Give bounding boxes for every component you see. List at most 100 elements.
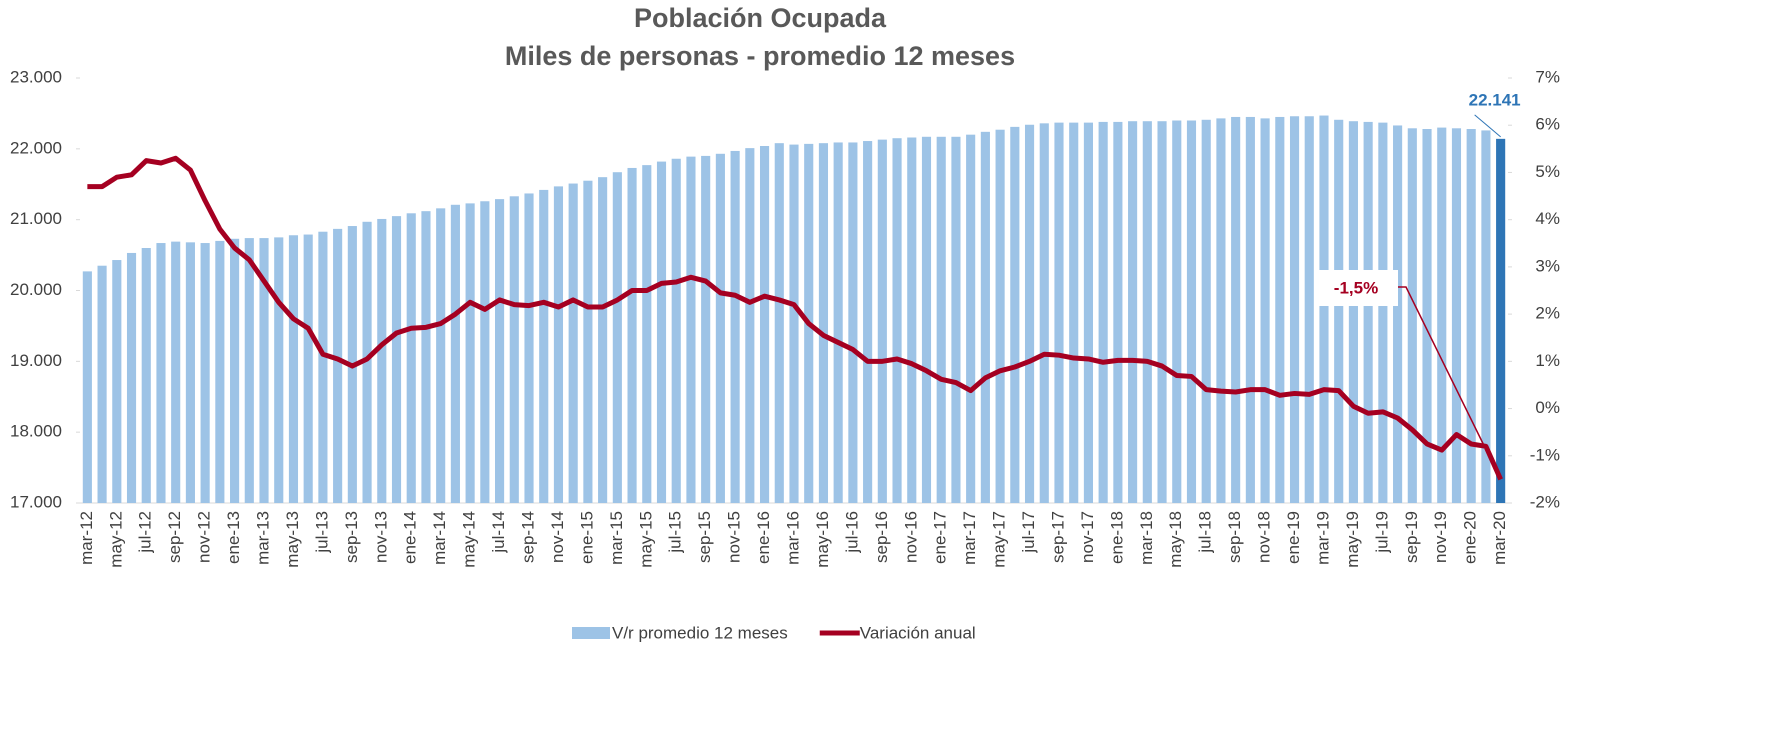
bar — [1451, 128, 1462, 503]
bar — [82, 271, 92, 503]
bar — [171, 241, 181, 503]
bar — [1039, 123, 1049, 503]
x-tick-label: nov-13 — [371, 511, 390, 563]
bar — [818, 143, 829, 503]
x-tick-label: sep-15 — [695, 511, 714, 563]
chart-title: Población Ocupada — [634, 3, 887, 33]
bar — [921, 136, 932, 503]
bar — [936, 136, 946, 503]
x-tick-label: may-13 — [283, 511, 302, 568]
bar — [656, 161, 667, 504]
bar — [627, 167, 637, 504]
y2-tick-label: 2% — [1535, 304, 1560, 323]
bar — [1407, 128, 1417, 503]
bar — [1393, 125, 1403, 503]
bar — [259, 238, 269, 504]
x-tick-label: may-12 — [106, 511, 125, 568]
x-tick-label: sep-12 — [165, 511, 184, 563]
bar — [1245, 116, 1255, 503]
x-tick-label: sep-13 — [342, 511, 361, 563]
bar — [1231, 116, 1241, 503]
x-tick-label: ene-19 — [1284, 511, 1303, 564]
x-tick-label: sep-18 — [1225, 511, 1244, 563]
bar — [671, 158, 681, 503]
bar — [1363, 121, 1373, 504]
y-tick-label: 22.000 — [10, 138, 62, 157]
bar — [377, 218, 387, 504]
y-tick-label: 20.000 — [10, 280, 62, 299]
bar — [1378, 122, 1388, 503]
bar — [318, 231, 328, 504]
legend-swatch — [572, 627, 610, 639]
y2-tick-label: -2% — [1530, 492, 1560, 511]
x-tick-label: ene-16 — [754, 511, 773, 564]
bar — [1260, 118, 1270, 503]
bar — [1216, 118, 1226, 503]
bar — [995, 129, 1005, 504]
bar — [951, 136, 961, 503]
x-tick-label: ene-14 — [401, 511, 420, 564]
bar — [185, 242, 195, 504]
bar — [126, 252, 137, 503]
x-tick-label: ene-13 — [224, 511, 243, 564]
bar — [759, 146, 770, 503]
bar — [362, 221, 372, 503]
bar — [745, 148, 755, 503]
bar — [524, 193, 534, 504]
bar — [406, 213, 416, 503]
bar — [112, 260, 122, 503]
x-tick-label: mar-16 — [783, 511, 802, 565]
bar — [450, 204, 460, 503]
x-tick-label: mar-14 — [430, 511, 449, 565]
x-tick-label: ene-17 — [931, 511, 950, 564]
x-tick-label: mar-18 — [1137, 511, 1156, 565]
x-tick-label: sep-17 — [1048, 511, 1067, 563]
bar — [715, 153, 725, 503]
x-tick-label: nov-16 — [901, 511, 920, 563]
bar — [1496, 138, 1506, 504]
bar — [966, 134, 976, 503]
bar — [1319, 115, 1329, 504]
bar — [509, 196, 519, 503]
bar — [1186, 120, 1197, 503]
bar — [1334, 119, 1344, 504]
x-tick-label: jul-14 — [489, 511, 508, 554]
bar — [730, 150, 740, 504]
x-tick-label: nov-19 — [1431, 511, 1450, 563]
bar — [1083, 122, 1093, 503]
x-tick-label: mar-17 — [960, 511, 979, 565]
bar — [539, 189, 549, 503]
bar — [288, 235, 299, 503]
x-tick-label: may-19 — [1343, 511, 1362, 568]
label-leader — [1474, 114, 1501, 138]
bar — [436, 208, 446, 504]
bar — [1437, 127, 1447, 503]
bar — [303, 234, 313, 503]
bar — [642, 165, 652, 503]
x-tick-label: mar-19 — [1313, 511, 1332, 565]
x-tick-label: ene-15 — [577, 511, 596, 564]
x-tick-label: nov-15 — [725, 511, 744, 563]
y2-tick-label: -1% — [1530, 445, 1560, 464]
y2-tick-label: 5% — [1535, 162, 1560, 181]
value-label: -1,5% — [1334, 278, 1378, 297]
y2-tick-label: 7% — [1535, 67, 1560, 86]
y2-tick-label: 4% — [1535, 209, 1560, 228]
y2-tick-label: 1% — [1535, 351, 1560, 370]
bar — [833, 142, 843, 504]
bar — [1172, 120, 1182, 503]
bar — [1304, 116, 1314, 503]
y-tick-label: 23.000 — [10, 67, 62, 86]
bar — [789, 144, 799, 504]
x-tick-label: ene-18 — [1107, 511, 1126, 564]
bar — [1010, 126, 1020, 503]
x-tick-label: jul-17 — [1019, 511, 1038, 554]
bar — [156, 243, 166, 503]
bar — [480, 201, 490, 503]
x-tick-label: jul-12 — [136, 511, 155, 554]
bar — [612, 172, 622, 504]
x-tick-label: ene-20 — [1461, 511, 1480, 564]
bar — [391, 216, 402, 503]
bar — [1024, 124, 1035, 503]
